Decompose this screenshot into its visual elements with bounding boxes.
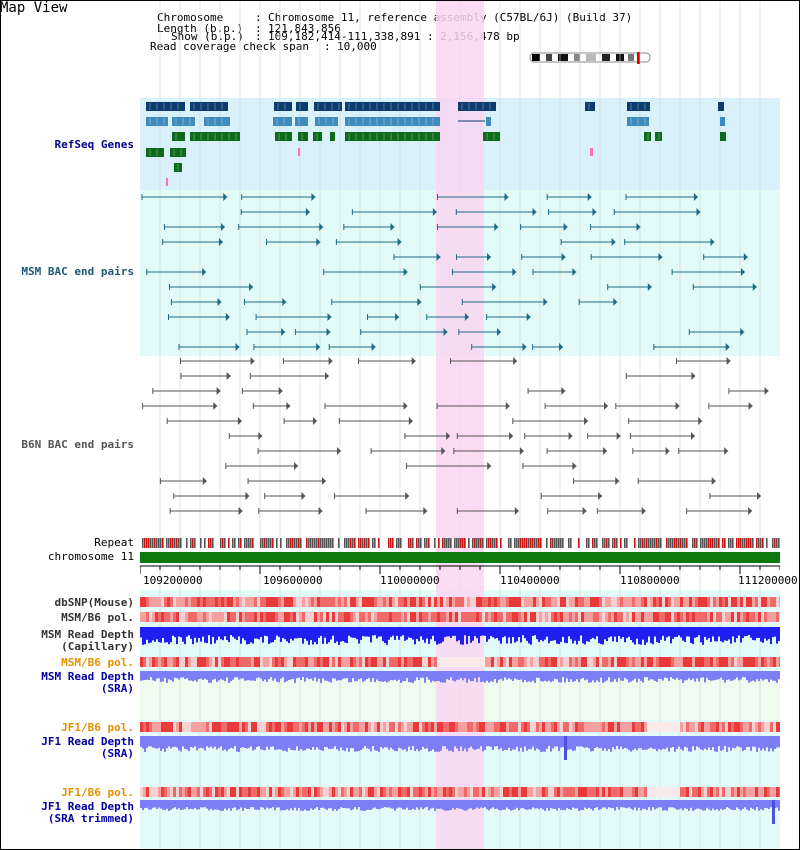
track-label-jf1-depth-sub: (SRA) xyxy=(100,747,134,760)
axis-tick-4: 110400000 xyxy=(500,574,560,587)
track-label-repeat: Repeat xyxy=(94,536,134,549)
track-label-jf1-b6-pol-1: JF1/B6 pol. xyxy=(61,721,134,734)
browser-tracks[interactable] xyxy=(140,0,780,850)
length-value: 121,843,856 xyxy=(268,22,341,35)
track-label-jf1-depth: JF1 Read Depth xyxy=(41,735,134,748)
track-label-jf1-b6-pol-2: JF1/B6 pol. xyxy=(61,786,134,799)
coverage-label: Read coverage check span xyxy=(150,40,309,53)
coverage-value: 10,000 xyxy=(337,40,377,53)
tracks-canvas[interactable] xyxy=(140,0,780,850)
page-title: Map View xyxy=(0,0,68,16)
axis-tick-6: 111200000 xyxy=(738,574,798,587)
track-label-jf1-trim-sub: (SRA trimmed) xyxy=(47,812,134,825)
chromosome-label: Chromosome xyxy=(157,11,224,24)
show-label: Show (b.p.) xyxy=(171,30,244,43)
track-label-msm-bac: MSM BAC end pairs xyxy=(21,265,134,278)
track-label-msm-b6-pol-2: MSM/B6 pol. xyxy=(61,656,134,669)
track-label-chromosome: chromosome 11 xyxy=(47,550,134,563)
track-label-b6n-bac: B6N BAC end pairs xyxy=(21,438,134,451)
track-label-msm-depth-cap: MSM Read Depth xyxy=(41,628,134,641)
track-label-msm-depth-cap-sub: (Capillary) xyxy=(61,640,134,653)
track-label-msm-depth-sra: MSM Read Depth xyxy=(41,670,134,683)
track-label-msm-b6-pol-1: MSM/B6 pol. xyxy=(61,611,134,624)
track-label-refseq: RefSeq Genes xyxy=(54,138,134,151)
axis-tick-5: 110800000 xyxy=(620,574,680,587)
track-label-msm-depth-sra-sub: (SRA) xyxy=(100,682,134,695)
axis-tick-3: 110000000 xyxy=(380,574,440,587)
axis-tick-1: 109200000 xyxy=(143,574,203,587)
track-label-dbsnp: dbSNP(Mouse) xyxy=(54,596,134,609)
length-label: Length (b.p.) xyxy=(157,22,244,35)
axis-tick-2: 109600000 xyxy=(263,574,323,587)
track-label-jf1-trim: JF1 Read Depth xyxy=(41,800,134,813)
